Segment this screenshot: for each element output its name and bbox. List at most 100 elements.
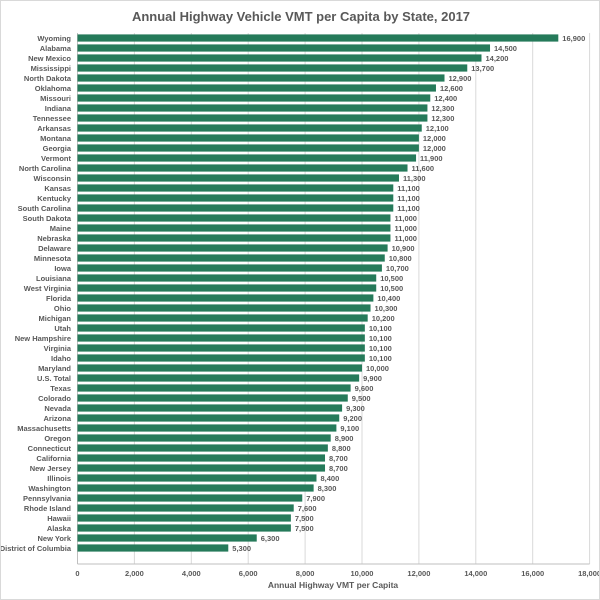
data-label: 10,400 <box>377 294 400 303</box>
data-label: 10,800 <box>389 254 412 263</box>
category-label: Illinois <box>47 474 71 483</box>
category-label: Massachusetts <box>17 424 71 433</box>
category-label: Montana <box>40 134 72 143</box>
bar <box>77 104 428 112</box>
category-label: Virginia <box>44 344 72 353</box>
data-label: 9,100 <box>340 424 359 433</box>
bar <box>77 54 482 62</box>
data-label: 10,900 <box>392 244 415 253</box>
bar <box>77 74 445 82</box>
bar <box>77 134 419 142</box>
category-label: Kentucky <box>37 194 72 203</box>
category-label: New Hampshire <box>15 334 71 343</box>
bar <box>77 334 365 342</box>
category-label: Tennessee <box>33 114 71 123</box>
bar <box>77 124 422 132</box>
data-label: 7,500 <box>295 524 314 533</box>
x-tick-label: 6,000 <box>239 569 258 578</box>
data-label: 12,100 <box>426 124 449 133</box>
bar <box>77 84 436 92</box>
data-label: 8,800 <box>332 444 351 453</box>
x-axis-label: Annual Highway VMT per Capita <box>268 580 399 590</box>
data-label: 8,900 <box>335 434 354 443</box>
category-label: Kansas <box>44 184 71 193</box>
bar <box>77 454 326 462</box>
category-label: North Dakota <box>24 74 72 83</box>
category-label: Oklahoma <box>35 84 72 93</box>
bar <box>77 34 559 42</box>
bar <box>77 174 399 182</box>
data-label: 9,300 <box>346 404 365 413</box>
data-label: 10,700 <box>386 264 409 273</box>
bar <box>77 194 394 202</box>
category-label: Georgia <box>43 144 72 153</box>
category-label: New Jersey <box>30 464 72 473</box>
bar <box>77 374 360 382</box>
data-label: 6,300 <box>261 534 280 543</box>
category-label: New York <box>38 534 72 543</box>
category-label: Connecticut <box>28 444 72 453</box>
category-label: Iowa <box>54 264 71 273</box>
category-label: Minnesota <box>34 254 72 263</box>
bar <box>77 494 303 502</box>
category-label: Alaska <box>47 524 72 533</box>
data-label: 7,900 <box>306 494 325 503</box>
bar <box>77 154 417 162</box>
category-label: Utah <box>54 324 71 333</box>
category-label: Pennsylvania <box>23 494 72 503</box>
bar <box>77 504 294 512</box>
category-label: North Carolina <box>19 164 72 173</box>
data-label: 8,700 <box>329 464 348 473</box>
x-tick-label: 0 <box>75 569 79 578</box>
bar <box>77 264 382 272</box>
bar <box>77 224 391 232</box>
bar <box>77 534 257 542</box>
data-label: 11,000 <box>394 234 417 243</box>
bar <box>77 304 371 312</box>
data-label: 11,300 <box>403 174 426 183</box>
x-tick-label: 4,000 <box>182 569 201 578</box>
bar <box>77 434 331 442</box>
bar <box>77 114 428 122</box>
data-label: 11,100 <box>397 204 420 213</box>
x-tick-label: 16,000 <box>521 569 544 578</box>
category-label: New Mexico <box>28 54 71 63</box>
data-label: 9,200 <box>343 414 362 423</box>
data-label: 11,900 <box>420 154 443 163</box>
data-label: 10,500 <box>380 284 403 293</box>
data-label: 11,100 <box>397 194 420 203</box>
category-label: Arizona <box>43 414 71 423</box>
data-label: 13,700 <box>471 64 494 73</box>
category-label: West Virginia <box>24 284 72 293</box>
bar <box>77 244 388 252</box>
category-label: South Carolina <box>18 204 72 213</box>
bar <box>77 184 394 192</box>
category-label: Delaware <box>38 244 71 253</box>
data-label: 5,300 <box>232 544 251 553</box>
bar <box>77 164 408 172</box>
data-label: 12,000 <box>423 134 446 143</box>
x-tick-label: 8,000 <box>296 569 315 578</box>
data-label: 10,100 <box>369 334 392 343</box>
data-label: 11,000 <box>394 214 417 223</box>
bar <box>77 254 385 262</box>
data-label: 7,500 <box>295 514 314 523</box>
category-label: Idaho <box>51 354 71 363</box>
category-label: Vermont <box>41 154 72 163</box>
category-label: Colorado <box>38 394 71 403</box>
category-label: Nebraska <box>37 234 72 243</box>
bar <box>77 214 391 222</box>
category-label: Mississippi <box>31 64 71 73</box>
data-label: 12,400 <box>434 94 457 103</box>
data-label: 12,000 <box>423 144 446 153</box>
category-label: Wisconsin <box>34 174 72 183</box>
bar <box>77 44 491 52</box>
bar <box>77 444 328 452</box>
data-label: 10,500 <box>380 274 403 283</box>
category-label: Rhode Island <box>24 504 72 513</box>
category-label: Arkansas <box>37 124 71 133</box>
data-label: 10,300 <box>375 304 398 313</box>
data-label: 14,200 <box>485 54 508 63</box>
data-label: 10,200 <box>372 314 395 323</box>
